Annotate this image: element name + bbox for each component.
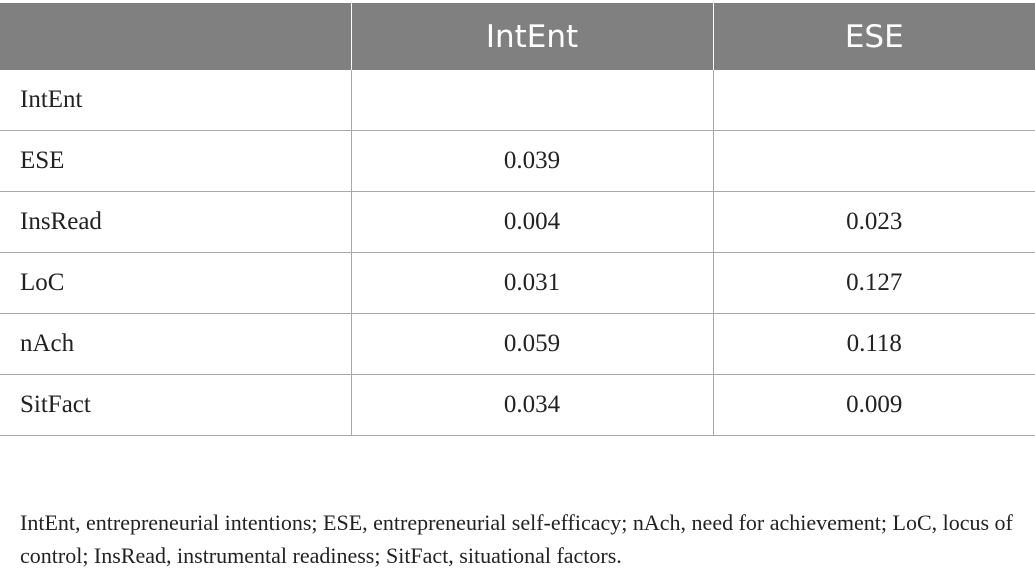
cell-ese-value: 0.118 <box>712 313 1035 375</box>
cell-ese-value <box>712 70 1035 131</box>
row-label: nAch <box>0 313 351 375</box>
table-row: LoC 0.031 0.127 <box>0 252 1035 314</box>
row-label: IntEnt <box>0 70 351 131</box>
cell-intent-value: 0.004 <box>350 191 713 253</box>
cell-ese-value: 0.023 <box>712 191 1035 253</box>
row-label: SitFact <box>0 374 351 436</box>
table-row: SitFact 0.034 0.009 <box>0 374 1035 436</box>
results-table: IntEnt ESE IntEnt ESE 0.039 InsRead 0.00… <box>0 3 1035 436</box>
table-row: InsRead 0.004 0.023 <box>0 191 1035 253</box>
table-row: nAch 0.059 0.118 <box>0 313 1035 375</box>
row-label: LoC <box>0 252 351 314</box>
table-row: ESE 0.039 <box>0 130 1035 192</box>
cell-intent-value: 0.039 <box>350 130 713 192</box>
header-cell-intent: IntEnt <box>350 3 713 70</box>
row-label: InsRead <box>0 191 351 253</box>
header-cell-empty <box>0 3 351 70</box>
cell-ese-value: 0.009 <box>712 374 1035 436</box>
table-header-row: IntEnt ESE <box>0 3 1035 70</box>
results-table-container: IntEnt ESE IntEnt ESE 0.039 InsRead 0.00… <box>0 3 1035 436</box>
header-cell-ese: ESE <box>712 3 1035 70</box>
cell-ese-value <box>712 130 1035 192</box>
cell-ese-value: 0.127 <box>712 252 1035 314</box>
row-label: ESE <box>0 130 351 192</box>
table-footnote: IntEnt, entrepreneurial intentions; ESE,… <box>20 510 1013 568</box>
cell-intent-value: 0.059 <box>350 313 713 375</box>
cell-intent-value: 0.031 <box>350 252 713 314</box>
cell-intent-value <box>350 70 713 131</box>
table-row: IntEnt <box>0 70 1035 131</box>
cell-intent-value: 0.034 <box>350 374 713 436</box>
